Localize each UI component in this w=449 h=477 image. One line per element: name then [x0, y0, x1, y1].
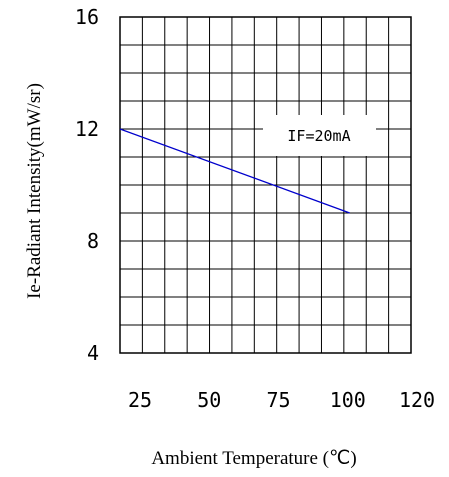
x-tick-label: 50	[197, 388, 221, 412]
y-tick-label: 4	[87, 341, 99, 365]
annotation-label: IF=20mA	[287, 127, 350, 145]
annotation-box: IF=20mA	[263, 115, 376, 156]
grid	[119, 16, 412, 354]
y-axis-title: Ie-Radiant Intensity(mW/sr)	[24, 83, 45, 299]
x-tick-label: 100	[330, 388, 366, 412]
x-tick-label: 120	[399, 388, 435, 412]
x-tick-label: 75	[266, 388, 290, 412]
y-tick-label: 16	[75, 5, 99, 29]
x-axis-title: Ambient Temperature (℃)	[151, 448, 356, 469]
series-line	[119, 128, 350, 214]
x-tick-label: 25	[128, 388, 152, 412]
y-tick-label: 12	[75, 117, 99, 141]
x-tick-labels: 25 50 75 100 120	[128, 388, 435, 412]
plot-frame	[119, 16, 412, 354]
y-tick-labels: 16 12 8 4	[75, 5, 99, 365]
y-tick-label: 8	[87, 229, 99, 253]
series-group	[119, 128, 350, 214]
